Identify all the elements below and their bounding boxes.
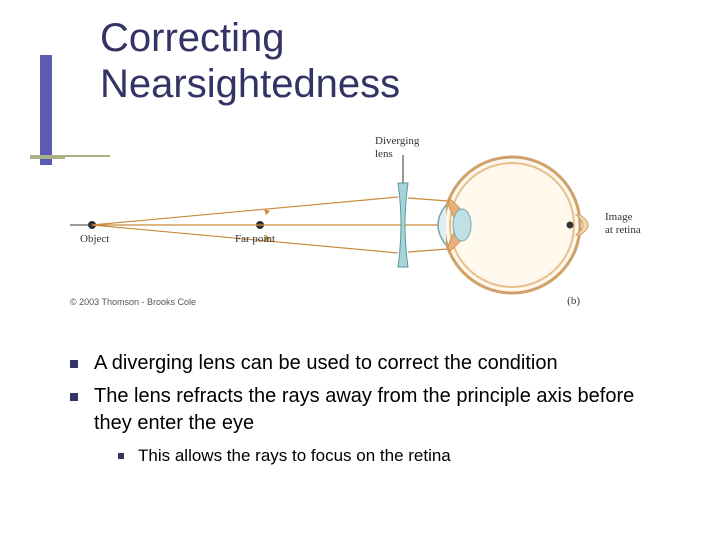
label-farpoint: Far point	[235, 233, 275, 245]
label-lens: Diverginglens	[375, 135, 419, 160]
sub-bullet-item: This allows the rays to focus on the ret…	[118, 445, 670, 468]
accent-bar-vertical	[40, 55, 52, 165]
bullet-item: The lens refracts the rays away from the…	[70, 383, 670, 437]
eye-icon	[438, 157, 588, 293]
bullet-text: The lens refracts the rays away from the…	[94, 383, 670, 437]
bullet-item: A diverging lens can be used to correct …	[70, 350, 670, 377]
bullet-list: A diverging lens can be used to correct …	[70, 350, 670, 468]
bullet-icon	[118, 453, 124, 459]
bullet-text: A diverging lens can be used to correct …	[94, 350, 558, 377]
accent-bar-horizontal-thick	[30, 155, 65, 159]
copyright-text: © 2003 Thomson - Brooks Cole	[70, 297, 196, 307]
slide-container: CorrectingNearsightedness	[0, 0, 720, 540]
bullet-icon	[70, 360, 78, 368]
label-object: Object	[80, 233, 109, 245]
subfigure-label: (b)	[567, 295, 580, 307]
slide-title: CorrectingNearsightedness	[100, 15, 400, 107]
label-image: Imageat retina	[605, 211, 641, 236]
bullet-icon	[70, 393, 78, 401]
sub-bullet-text: This allows the rays to focus on the ret…	[138, 445, 451, 468]
optics-diagram: Object Far point Diverginglens Imageat r…	[70, 135, 665, 325]
